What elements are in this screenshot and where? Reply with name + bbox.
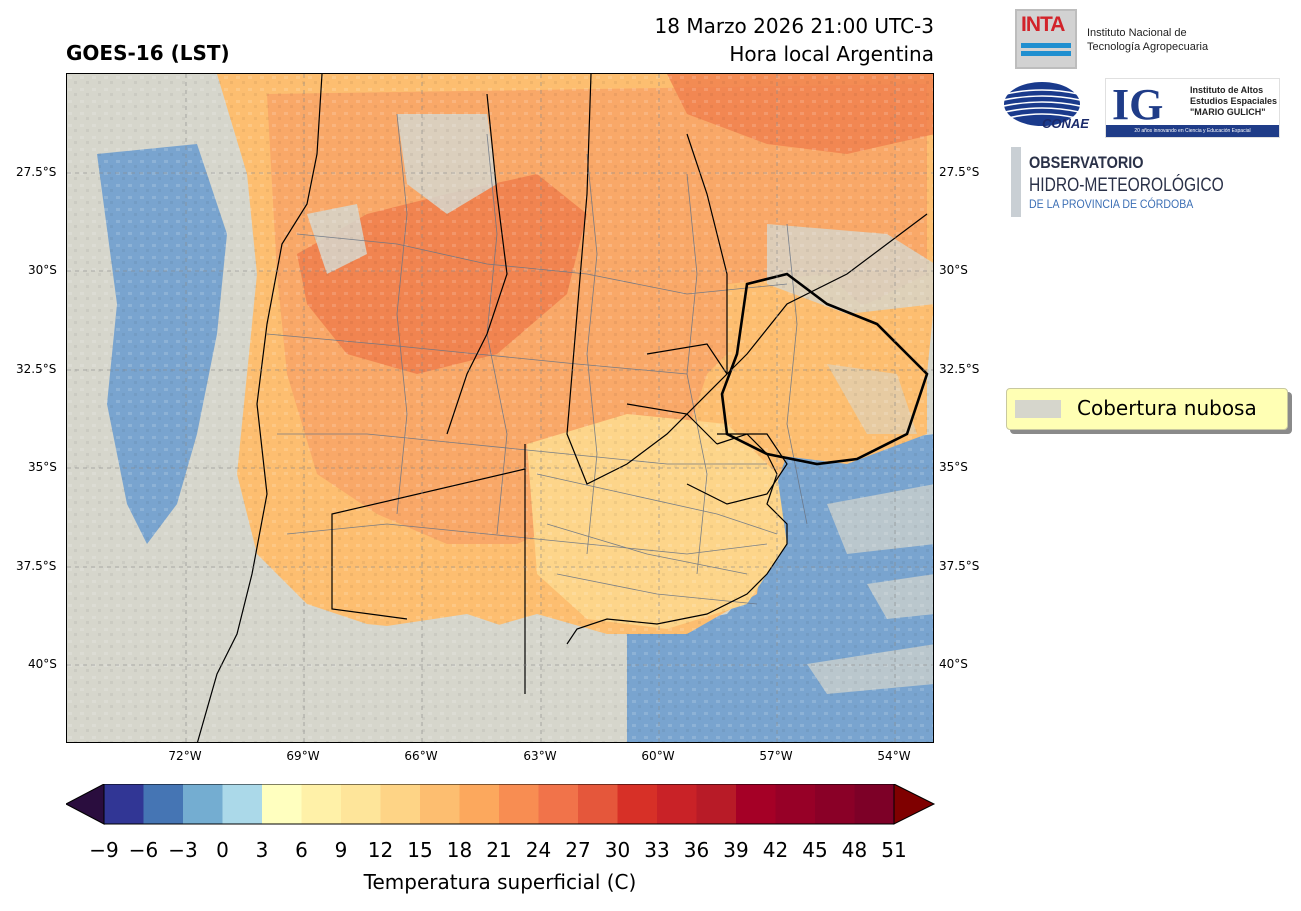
observatorio-logo-bar [1011, 147, 1021, 217]
colorbar-segment [380, 784, 421, 824]
ig-name-line3: "MARIO GULICH" [1190, 107, 1266, 117]
colorbar-tick-label: 30 [604, 838, 631, 862]
uruguay-border [720, 272, 929, 466]
lon-label-54w: 54°W [877, 749, 911, 763]
colorbar-segment [815, 784, 855, 824]
observatorio-subtitle: HIDRO-METEOROLÓGICO [1029, 175, 1224, 196]
province-boundaries [196, 74, 928, 742]
ig-gulich-logo: IG Instituto de Altos Estudios Espaciale… [1105, 78, 1280, 138]
colorbar-tick-label: 33 [644, 838, 670, 862]
lon-label-63w: 63°W [523, 749, 557, 763]
lat-label-left-40: 40°S [28, 657, 57, 671]
inta-name: Instituto Nacional de Tecnología Agropec… [1087, 26, 1208, 54]
colorbar-segment [341, 784, 381, 824]
datetime-label: 18 Marzo 2026 21:00 UTC-3 [654, 14, 934, 38]
lon-label-72w: 72°W [168, 749, 202, 763]
map-panel [66, 73, 934, 743]
colorbar-segment [459, 784, 500, 824]
lat-label-right-32-5: 32.5°S [939, 362, 980, 376]
lat-label-right-30: 30°S [939, 263, 968, 277]
department-boundaries [266, 113, 808, 605]
inta-logo: INTA [1015, 9, 1077, 69]
colorbar-label: Temperatura superficial (C) [363, 870, 637, 894]
cloud-cover-legend: Cobertura nubosa [1006, 388, 1288, 430]
lon-label-57w: 57°W [759, 749, 793, 763]
local-time-label: Hora local Argentina [729, 42, 934, 66]
lon-label-60w: 60°W [641, 749, 675, 763]
colorbar-segment [657, 784, 697, 824]
lat-label-right-37-5: 37.5°S [939, 559, 980, 573]
cloud-cover-label: Cobertura nubosa [1077, 396, 1257, 420]
conae-logo [1004, 82, 1081, 126]
colorbar-tick-label: 21 [486, 838, 512, 862]
colorbar-segment [538, 784, 579, 824]
colorbar-tick-label: 0 [216, 838, 229, 862]
colorbar-tick-label: −3 [168, 838, 198, 862]
colorbar-tick-label: 36 [683, 838, 710, 862]
colorbar-segment [736, 784, 776, 824]
conae-logo-mark: CONAE [1042, 116, 1089, 131]
inta-logo-bar [1021, 51, 1071, 56]
lat-label-left-35: 35°S [28, 460, 57, 474]
colorbar-segment [775, 784, 816, 824]
colorbar-over-arrow [893, 784, 936, 825]
ig-name: Instituto de Altos Estudios Espaciales "… [1190, 85, 1277, 118]
cloud-cover-swatch [1015, 400, 1061, 418]
colorbar-tick-label: 24 [525, 838, 552, 862]
observatorio-province: DE LA PROVINCIA DE CÓRDOBA [1029, 197, 1194, 211]
ig-tagline: 20 años innovando en Ciencia y Educación… [1106, 125, 1279, 137]
lat-label-right-27-5: 27.5°S [939, 165, 980, 179]
temperature-map [67, 74, 933, 742]
temperature-colorbar [66, 784, 936, 825]
colorbar-segment [696, 784, 737, 824]
inta-logo-mark: INTA [1021, 13, 1065, 36]
colorbar-segment [617, 784, 658, 824]
ig-name-line2: Estudios Espaciales [1190, 96, 1278, 106]
colorbar-tick-label: 48 [841, 838, 868, 862]
map-title: GOES-16 (LST) [66, 41, 230, 65]
colorbar-tick-label: 51 [881, 838, 907, 862]
colorbar-segment [499, 784, 539, 824]
colorbar-segment [183, 784, 223, 824]
lat-label-left-27-5: 27.5°S [16, 165, 57, 179]
colorbar-tick-label: 3 [255, 838, 269, 862]
lon-label-66w: 66°W [404, 749, 438, 763]
colorbar-segment [301, 784, 342, 824]
lat-label-right-35: 35°S [939, 460, 968, 474]
lat-label-right-40: 40°S [939, 657, 968, 671]
colorbar-frame [103, 784, 895, 825]
lat-label-left-30: 30°S [28, 263, 57, 277]
colorbar-segment [578, 784, 618, 824]
colorbar-tick-label: 6 [295, 838, 308, 862]
colorbar-tick-label: 9 [334, 838, 348, 862]
colorbar-tick-label: −9 [89, 838, 119, 862]
colorbar-tick-label: 45 [802, 838, 828, 862]
colorbar-segment [104, 784, 144, 824]
colorbar-tick-label: 42 [762, 838, 789, 862]
observatorio-title: OBSERVATORIO [1029, 153, 1144, 172]
colorbar-tick-label: 27 [565, 838, 591, 862]
colorbar-segment [222, 784, 263, 824]
ig-logo-mark: IG [1112, 80, 1164, 129]
colorbar-tick-label: 12 [367, 838, 394, 862]
ig-name-line1: Instituto de Altos [1190, 85, 1264, 95]
colorbar-tick-label: 18 [446, 838, 473, 862]
colorbar-segment [854, 784, 895, 824]
coastline [566, 433, 788, 645]
colorbar-tick-label: 39 [723, 838, 749, 862]
lat-label-left-37-5: 37.5°S [16, 559, 57, 573]
inta-name-line1: Instituto Nacional de [1087, 27, 1187, 39]
inta-logo-bar [1021, 43, 1071, 48]
colorbar-tick-label: −6 [128, 838, 159, 862]
colorbar-segment [262, 784, 302, 824]
colorbar-tick-label: 15 [407, 838, 433, 862]
colorbar-segment [143, 784, 184, 824]
map-datetime: 18 Marzo 2026 21:00 UTC-3 Hora local Arg… [560, 12, 934, 68]
colorbar-segment [420, 784, 460, 824]
graticule [67, 74, 933, 742]
lon-label-69w: 69°W [286, 749, 320, 763]
colorbar-under-arrow [66, 784, 105, 825]
lat-label-left-32-5: 32.5°S [16, 362, 57, 376]
inta-name-line2: Tecnología Agropecuaria [1087, 41, 1209, 53]
